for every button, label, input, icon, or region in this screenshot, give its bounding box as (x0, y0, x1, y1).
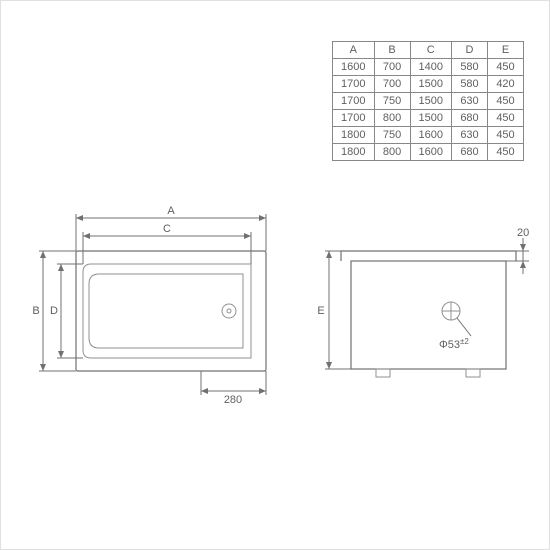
table-cell: 1600 (410, 144, 451, 161)
dimensions-table: ABCDE 1600700140058045017007001500580420… (332, 41, 524, 161)
table-row: 18007501600630450 (333, 127, 524, 144)
side-view: Φ53±2 20 E (317, 227, 529, 377)
table-cell: 450 (488, 110, 524, 127)
table-row: 16007001400580450 (333, 59, 524, 76)
dim-D-label: D (50, 305, 58, 317)
table-cell: 1500 (410, 93, 451, 110)
top-view: A C B D (32, 205, 266, 406)
table-header: B (374, 42, 410, 59)
table-cell: 1400 (410, 59, 451, 76)
table-cell: 750 (374, 127, 410, 144)
dim-20-label: 20 (517, 227, 529, 239)
table-cell: 1800 (333, 144, 374, 161)
table-cell: 580 (452, 59, 488, 76)
table-cell: 800 (374, 144, 410, 161)
table-cell: 700 (374, 76, 410, 93)
table-row: 17007501500630450 (333, 93, 524, 110)
dim-B-label: B (32, 305, 39, 317)
table-header: E (488, 42, 524, 59)
table-cell: 420 (488, 76, 524, 93)
technical-drawing: A C B D (21, 196, 531, 426)
phi-label: Φ53±2 (439, 337, 469, 351)
table-cell: 1500 (410, 110, 451, 127)
table-cell: 450 (488, 127, 524, 144)
table-cell: 700 (374, 59, 410, 76)
table-row: 17007001500580420 (333, 76, 524, 93)
table-cell: 1700 (333, 110, 374, 127)
table-cell: 680 (452, 110, 488, 127)
table-row: 17008001500680450 (333, 110, 524, 127)
table-cell: 630 (452, 93, 488, 110)
table-cell: 450 (488, 59, 524, 76)
table-cell: 630 (452, 127, 488, 144)
table-header: D (452, 42, 488, 59)
table-cell: 750 (374, 93, 410, 110)
table-cell: 1700 (333, 93, 374, 110)
table-cell: 680 (452, 144, 488, 161)
table-cell: 1700 (333, 76, 374, 93)
table-cell: 1800 (333, 127, 374, 144)
table-cell: 450 (488, 144, 524, 161)
table-cell: 1600 (333, 59, 374, 76)
dim-A-label: A (167, 205, 175, 217)
table-row: 18008001600680450 (333, 144, 524, 161)
table-cell: 1600 (410, 127, 451, 144)
table-cell: 1500 (410, 76, 451, 93)
table-header: A (333, 42, 374, 59)
table-cell: 580 (452, 76, 488, 93)
table-header: C (410, 42, 451, 59)
table-cell: 800 (374, 110, 410, 127)
dim-C-label: C (163, 223, 171, 235)
dim-E-label: E (317, 305, 324, 317)
table-cell: 450 (488, 93, 524, 110)
dim-280-label: 280 (224, 394, 242, 406)
